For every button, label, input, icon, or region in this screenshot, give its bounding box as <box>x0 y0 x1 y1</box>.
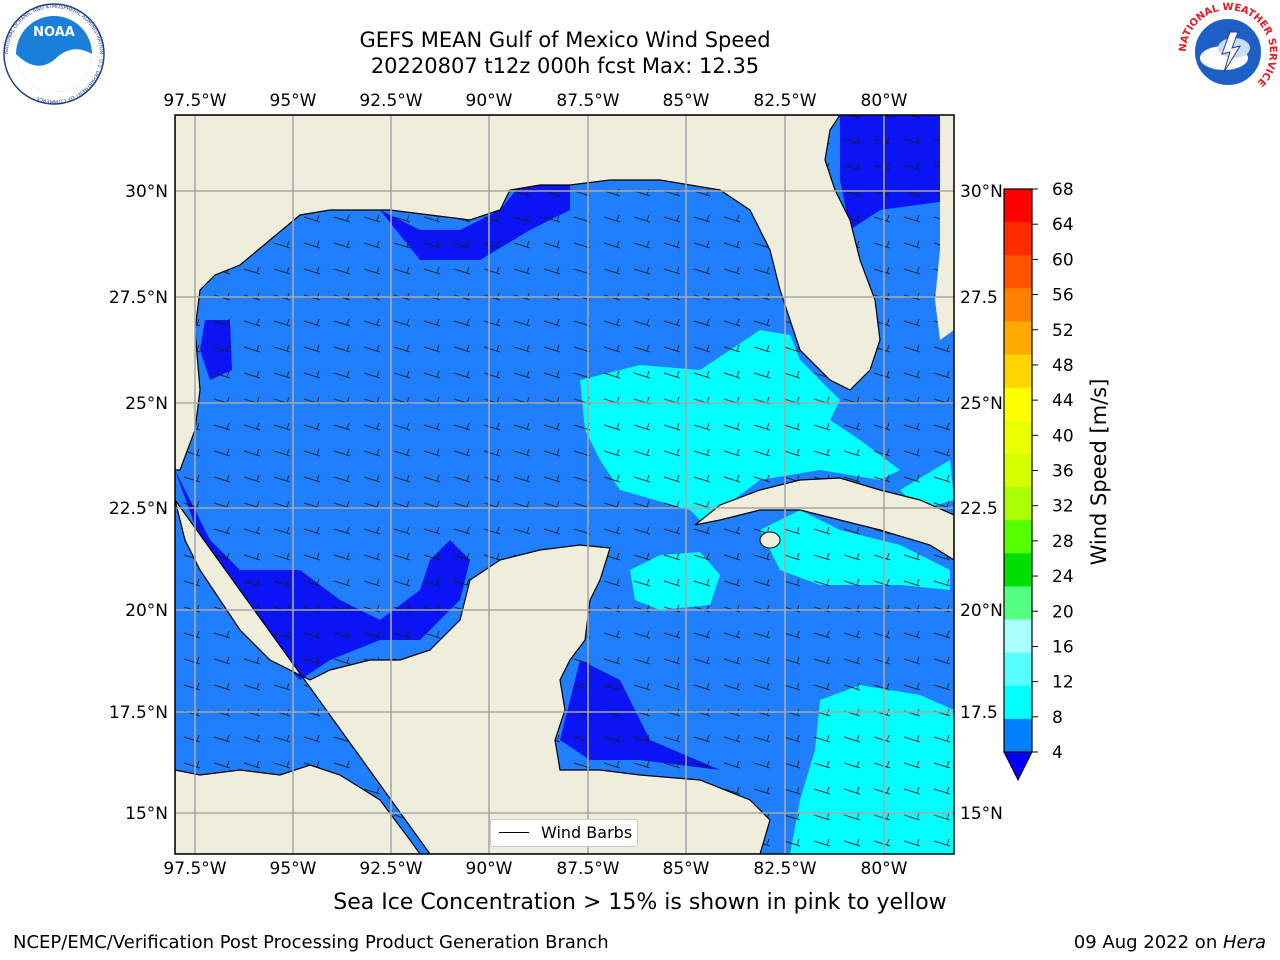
lat-labels-right: 30°N 27.5 25°N 22.5 20°N 17.5 15°N <box>960 182 1003 824</box>
map-title: GEFS MEAN Gulf of Mexico Wind Speed <box>359 28 771 52</box>
svg-text:87.5°W: 87.5°W <box>556 91 619 111</box>
svg-text:90°W: 90°W <box>466 91 513 111</box>
svg-text:80°W: 80°W <box>861 91 908 111</box>
footer-credit: NCEP/EMC/Verification Post Processing Pr… <box>13 932 609 953</box>
colorbar-tick-label: 48 <box>1052 356 1074 376</box>
svg-text:82.5°W: 82.5°W <box>753 91 816 111</box>
svg-text:87.5°W: 87.5°W <box>556 859 619 879</box>
colorbar-cell <box>1004 354 1032 389</box>
legend-label: Wind Barbs <box>541 823 633 842</box>
colorbar-tick-label: 60 <box>1052 250 1074 270</box>
svg-text:90°W: 90°W <box>466 859 513 879</box>
colorbar-cell <box>1004 420 1032 455</box>
map-frame <box>174 114 955 855</box>
colorbar-cell <box>1004 222 1032 256</box>
svg-text:92.5°W: 92.5°W <box>359 91 422 111</box>
colorbar-tick-label: 24 <box>1052 567 1074 587</box>
colorbar-tick-label: 12 <box>1052 673 1074 693</box>
colorbar-tick-label: 20 <box>1052 602 1074 622</box>
svg-text:NOAA: NOAA <box>33 25 75 40</box>
lon-labels-bottom: 97.5°W 95°W 92.5°W 90°W 87.5°W 85°W 82.5… <box>163 859 907 879</box>
colorbar-cell <box>1004 321 1032 356</box>
footer-date-text: 09 Aug 2022 on <box>1073 932 1223 953</box>
colorbar-cell <box>1004 718 1032 753</box>
colorbar-tick-label: 32 <box>1052 497 1074 517</box>
colorbar-cell <box>1004 685 1032 720</box>
colorbar-cell <box>1004 288 1032 322</box>
land-mexico-central-america <box>175 499 771 854</box>
lat-labels-left: 30°N 27.5°N 25°N 22.5°N 20°N 17.5°N 15°N <box>109 182 168 824</box>
colorbar-tick-label: 56 <box>1052 286 1074 306</box>
svg-text:97.5°W: 97.5°W <box>163 91 226 111</box>
svg-text:85°W: 85°W <box>663 859 710 879</box>
legend: Wind Barbs <box>490 819 638 847</box>
svg-text:30°N: 30°N <box>960 182 1003 202</box>
svg-text:22.5: 22.5 <box>960 499 998 519</box>
svg-text:22.5°N: 22.5°N <box>109 499 168 519</box>
footer-date: 09 Aug 2022 on Hera <box>1074 932 1266 953</box>
colorbar-cell <box>1004 619 1032 654</box>
colorbar-cell <box>1004 387 1032 422</box>
colorbar-cell <box>1004 189 1032 223</box>
colorbar-tick-label: 52 <box>1052 321 1074 341</box>
svg-text:97.5°W: 97.5°W <box>163 859 226 879</box>
svg-text:85°W: 85°W <box>663 91 710 111</box>
nws-logo: NATIONAL WEATHER SERVICE <box>1178 2 1278 100</box>
colorbar-tick-label: 8 <box>1052 708 1063 728</box>
colorbar: 68 64 60 56 52 48 44 40 36 32 28 24 20 16 12 8 4 Wind Sp… <box>1003 180 1111 782</box>
svg-text:27.5°N: 27.5°N <box>109 288 168 308</box>
footer-host: Hera <box>1222 932 1266 953</box>
colorbar-tick-label: 68 <box>1052 180 1074 200</box>
svg-text:80°W: 80°W <box>861 859 908 879</box>
colorbar-cell <box>1004 520 1032 554</box>
legend-line-icon <box>499 832 529 833</box>
land-usa <box>175 115 881 471</box>
colorbar-tick-label: 36 <box>1052 462 1074 482</box>
colorbar-tick-label: 44 <box>1052 391 1074 411</box>
svg-text:92.5°W: 92.5°W <box>359 859 422 879</box>
lon-labels-top: 97.5°W 95°W 92.5°W 90°W 87.5°W 85°W 82.5… <box>163 91 907 111</box>
svg-text:15°N: 15°N <box>960 804 1003 824</box>
svg-text:17.5°N: 17.5°N <box>109 703 168 723</box>
colorbar-tick-label: 64 <box>1052 215 1074 235</box>
colorbar-cell <box>1004 553 1032 587</box>
caption: Sea Ice Concentration > 15% is shown in … <box>333 890 947 915</box>
colorbar-cell <box>1004 652 1032 687</box>
colorbar-under-arrow <box>1003 751 1033 782</box>
svg-text:95°W: 95°W <box>270 91 317 111</box>
colorbar-cell <box>1004 487 1032 521</box>
svg-text:15°N: 15°N <box>125 804 168 824</box>
svg-text:20°N: 20°N <box>960 601 1003 621</box>
colorbar-tick-label: 40 <box>1052 426 1074 446</box>
colorbar-cell <box>1004 586 1032 621</box>
svg-text:95°W: 95°W <box>270 859 317 879</box>
svg-text:30°N: 30°N <box>125 182 168 202</box>
graticule <box>175 115 954 854</box>
colorbar-label: Wind Speed [m/s] <box>1087 379 1111 566</box>
colorbar-tick-label: 16 <box>1052 637 1074 657</box>
noaa-logo: NOAA NATIONAL OCEANIC AND ATMOSPHERIC AD… <box>3 3 105 105</box>
svg-text:17.5: 17.5 <box>960 703 998 723</box>
svg-text:27.5: 27.5 <box>960 288 998 308</box>
svg-text:82.5°W: 82.5°W <box>753 859 816 879</box>
svg-text:25°N: 25°N <box>960 394 1003 414</box>
colorbar-cell <box>1004 453 1032 488</box>
colorbar-tick-label: 4 <box>1052 743 1063 763</box>
colorbar-tick-label: 28 <box>1052 532 1074 552</box>
svg-text:20°N: 20°N <box>125 601 168 621</box>
svg-text:25°N: 25°N <box>125 394 168 414</box>
colorbar-cell <box>1004 255 1032 289</box>
land-cuba <box>694 477 954 561</box>
map-subtitle: 20220807 t12z 000h fcst Max: 12.35 <box>370 54 760 78</box>
